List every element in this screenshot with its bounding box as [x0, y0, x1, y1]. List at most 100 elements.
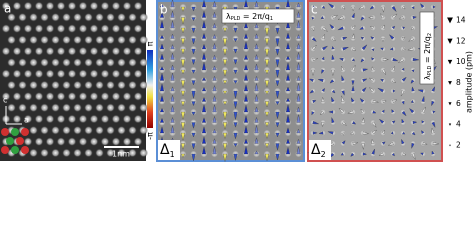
- displacement-arrow: [244, 0, 248, 8]
- displacement-arrow: [331, 89, 336, 94]
- displacement-arrow: [309, 78, 314, 83]
- displacement-arrow: [338, 107, 345, 114]
- domain-box: [309, 140, 331, 160]
- displacement-arrow: [382, 99, 387, 104]
- atom: [73, 58, 82, 67]
- atom: [12, 114, 22, 124]
- displacement-arrow: [387, 141, 394, 146]
- displacement-arrow: [296, 2, 301, 8]
- text: = 2π/q: [423, 36, 432, 65]
- displacement-arrow: [391, 152, 395, 157]
- displacement-arrow: [381, 130, 385, 135]
- displacement-arrow: [244, 125, 248, 134]
- displacement-arrow: [351, 58, 355, 62]
- displacement-arrow: [244, 115, 248, 123]
- displacement-arrow: [212, 11, 217, 18]
- displacement-arrow: [160, 73, 164, 81]
- atom: [40, 103, 49, 113]
- atom: [29, 80, 38, 90]
- panel-label: c: [311, 3, 318, 17]
- symbol: λ: [423, 75, 432, 80]
- displacement-arrow: [286, 104, 290, 113]
- displacement-arrow: [381, 24, 385, 29]
- displacement-arrow: [361, 44, 368, 51]
- displacement-arrow: [233, 48, 238, 54]
- displacement-arrow: [421, 120, 425, 124]
- displacement-arrow: [180, 153, 186, 158]
- displacement-arrow: [409, 108, 415, 114]
- amplitude-tick-label: 14: [456, 15, 466, 24]
- atom: [89, 137, 99, 147]
- atom: [34, 46, 44, 56]
- displacement-arrow: [233, 143, 238, 147]
- displacement-arrow: [223, 38, 227, 47]
- inset-atom: [1, 128, 9, 136]
- amplitude-marker: [449, 144, 451, 147]
- atom: [34, 24, 44, 34]
- displacement-arrow: [286, 42, 290, 50]
- displacement-arrow: [360, 36, 365, 40]
- displacement-arrow: [329, 23, 335, 30]
- displacement-arrow: [275, 122, 280, 128]
- displacement-arrow: [233, 132, 238, 140]
- displacement-arrow: [309, 89, 315, 94]
- displacement-arrow: [285, 32, 291, 39]
- wavelength-label: λPLD = 2π/q1: [226, 12, 273, 22]
- atom: [128, 58, 137, 67]
- displacement-arrow: [243, 54, 249, 60]
- displacement-arrow: [432, 5, 436, 9]
- displacement-arrow: [398, 58, 405, 63]
- displacement-arrow: [181, 111, 185, 120]
- subscript: PLD: [427, 65, 433, 75]
- atom: [84, 103, 93, 113]
- atom: [133, 24, 143, 34]
- displacement-arrow: [286, 73, 290, 81]
- atom: [12, 1, 22, 11]
- displacement-arrow: [223, 143, 227, 151]
- domain-label: Δ2: [311, 142, 326, 159]
- atom: [56, 24, 66, 34]
- displacement-arrow: [285, 127, 291, 134]
- displacement-arrow: [352, 121, 356, 125]
- displacement-arrow: [233, 153, 238, 161]
- displacement-arrow: [331, 116, 335, 124]
- displacement-arrow: [362, 131, 369, 135]
- inset-atom: [21, 128, 29, 136]
- displacement-arrow: [402, 47, 406, 51]
- displacement-arrow: [312, 120, 319, 125]
- atom: [56, 46, 66, 56]
- atom: [67, 24, 77, 34]
- atom: [117, 103, 126, 113]
- displacement-arrow: [201, 77, 207, 81]
- displacement-arrow: [296, 93, 301, 102]
- atom: [23, 91, 33, 101]
- displacement-arrow: [244, 84, 248, 92]
- atom: [51, 80, 60, 90]
- displacement-arrow: [233, 38, 238, 43]
- atom: [7, 103, 16, 113]
- atom: [51, 35, 60, 45]
- displacement-arrow: [391, 26, 395, 30]
- atom: [29, 12, 38, 22]
- atom: [139, 35, 148, 45]
- atom: [34, 1, 44, 11]
- atom: [62, 148, 71, 158]
- displacement-arrow: [180, 6, 186, 12]
- displacement-arrow: [222, 48, 228, 56]
- displacement-arrow: [411, 131, 416, 136]
- displacement-arrow: [170, 94, 175, 102]
- displacement-arrow: [361, 117, 365, 123]
- displacement-arrow: [377, 88, 384, 93]
- displacement-arrow: [391, 109, 395, 113]
- atom: [40, 125, 49, 135]
- displacement-arrow: [296, 114, 301, 123]
- displacement-arrow: [254, 116, 259, 123]
- displacement-arrow: [202, 61, 206, 71]
- displacement-arrow: [381, 38, 385, 42]
- displacement-arrow: [411, 6, 415, 10]
- displacement-arrow: [400, 90, 405, 97]
- displacement-arrow: [275, 69, 280, 78]
- displacement-arrow: [431, 86, 435, 92]
- atom: [139, 58, 148, 67]
- atom: [12, 69, 22, 79]
